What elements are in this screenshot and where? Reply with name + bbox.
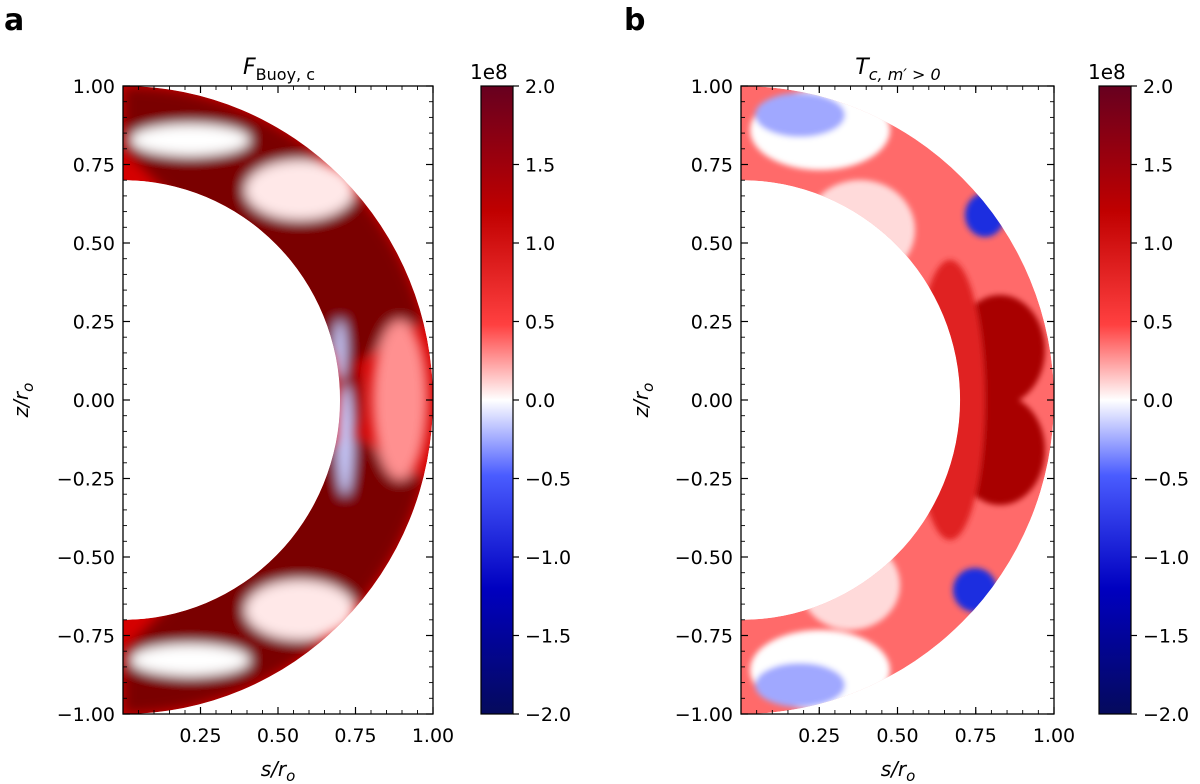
y-tick-label: 0.25 [691, 312, 733, 334]
panel-letter-b: b [624, 3, 645, 38]
panel-b-ylabel: z/ro [629, 383, 657, 419]
colorbar-tick-label: −2.0 [525, 704, 571, 726]
y-tick-label: −0.50 [675, 547, 733, 569]
pale-south-b [800, 540, 900, 630]
x-tick-label: 0.25 [179, 725, 221, 747]
panel-b-title: Tc, m′ > 0 [855, 55, 940, 84]
x-tick-label: 1.00 [1033, 725, 1075, 747]
pale-north-b [805, 180, 915, 280]
y-tick-label: −1.00 [57, 704, 115, 726]
blue-rim-south-b [953, 568, 997, 612]
panel-b-title-main: T [855, 55, 870, 80]
panel-b: b Tc, m′ > 0 1.00 0.75 0.50 0.25 0.00 −0.25 −0… [624, 3, 1189, 784]
panel-a-title: FBuoy, c [243, 55, 315, 84]
colorbar-tick-label: 0.0 [1143, 390, 1173, 412]
colorbar-tick-label: 2.0 [525, 76, 555, 98]
colorbar-tick-label: −0.5 [1143, 469, 1189, 491]
colorbar-tick-label: −1.0 [525, 547, 571, 569]
blue-tint-a [337, 385, 353, 495]
panel-letter-a: a [4, 3, 24, 38]
colorbar-b-scale: 1e8 [1088, 60, 1126, 84]
y-tick-label: 1.00 [691, 76, 733, 98]
panel-a-title-main: F [243, 55, 256, 80]
y-tick-label: −0.25 [57, 469, 115, 491]
colorbar-tick-label: 0.5 [525, 312, 555, 334]
panel-a-ylabel: z/ro [9, 383, 37, 419]
y-tick-label: −0.75 [57, 626, 115, 648]
blue-north-b [755, 93, 845, 137]
x-tick-label: 0.50 [257, 725, 299, 747]
panel-b-xlabel: s/ro [881, 757, 916, 784]
colorbar-tick-label: 2.0 [1143, 76, 1173, 98]
colorbar-tick-label: −1.0 [1143, 547, 1189, 569]
y-tick-label: 0.25 [73, 312, 115, 334]
blue-south-b [755, 663, 845, 707]
colorbar-b-ticks: 2.0 1.5 1.0 0.5 0.0 −0.5 −1.0 −1.5 −2.0 [1131, 76, 1189, 726]
panel-a: a FBuoy, c 1.00 0.75 0.50 0.25 0.00 −0.25 −0.5… [4, 3, 571, 784]
x-tick-label: 0.25 [798, 725, 840, 747]
y-tick-label: 1.00 [73, 76, 115, 98]
colorbar-a-ticks: 2.0 1.5 1.0 0.5 0.0 −0.5 −1.0 −1.5 −2.0 [513, 76, 571, 726]
red-core-b [915, 260, 985, 540]
colorbar-tick-label: 1.0 [525, 233, 555, 255]
colorbar-a-scale: 1e8 [470, 60, 508, 84]
y-tick-label: 0.00 [691, 390, 733, 412]
panel-b-ticks: 1.00 0.75 0.50 0.25 0.00 −0.25 −0.50 −0.75 −1.00… [675, 76, 1075, 747]
blue-rim-north-b [965, 193, 1005, 237]
panel-a-xlabel: s/ro [261, 757, 296, 784]
y-tick-label: −0.50 [57, 547, 115, 569]
colorbar-tick-label: −1.5 [1143, 626, 1189, 648]
colorbar-tick-label: −0.5 [525, 469, 571, 491]
y-tick-label: −0.25 [675, 469, 733, 491]
colorbar-b [1098, 85, 1132, 715]
x-tick-label: 0.75 [334, 725, 376, 747]
colorbar-tick-label: −1.5 [525, 626, 571, 648]
colorbar-tick-label: 1.0 [1143, 233, 1173, 255]
y-tick-label: 0.50 [691, 233, 733, 255]
colorbar-tick-label: 0.0 [525, 390, 555, 412]
blue-tint-a2 [334, 320, 346, 380]
white-edge-north-a [130, 124, 250, 156]
dark-cap-north-a [123, 86, 424, 369]
colorbar-a [480, 85, 514, 715]
panel-a-ticks: 1.00 0.75 0.50 0.25 0.00 −0.25 −0.50 −0.75 −1.00… [57, 76, 454, 747]
light-equator-blob-a [372, 320, 428, 480]
x-tick-label: 0.75 [955, 725, 997, 747]
colorbar-tick-label: 1.5 [1143, 155, 1173, 177]
x-tick-label: 0.50 [876, 725, 918, 747]
panel-a-title-sub: Buoy, c [256, 65, 315, 84]
y-tick-label: 0.75 [73, 155, 115, 177]
heatmap-features-a [123, 86, 428, 714]
panel-b-title-sub: c, m′ > 0 [869, 65, 941, 84]
white-band-north-a [245, 160, 355, 220]
white-edge-south-a [130, 644, 250, 676]
y-tick-label: −0.75 [675, 626, 733, 648]
heatmap-base-b [741, 86, 1054, 714]
x-tick-label: 1.00 [412, 725, 454, 747]
y-tick-label: −1.00 [675, 704, 733, 726]
dark-cap-south-a [123, 431, 424, 714]
y-tick-label: 0.50 [73, 233, 115, 255]
y-tick-label: 0.00 [73, 390, 115, 412]
white-band-south-a [245, 580, 355, 640]
panel-a-heatmap [123, 86, 433, 714]
colorbar-tick-label: 1.5 [525, 155, 555, 177]
colorbar-tick-label: 0.5 [1143, 312, 1173, 334]
panel-b-heatmap [741, 86, 1054, 714]
colorbar-tick-label: −2.0 [1143, 704, 1189, 726]
y-tick-label: 0.75 [691, 155, 733, 177]
